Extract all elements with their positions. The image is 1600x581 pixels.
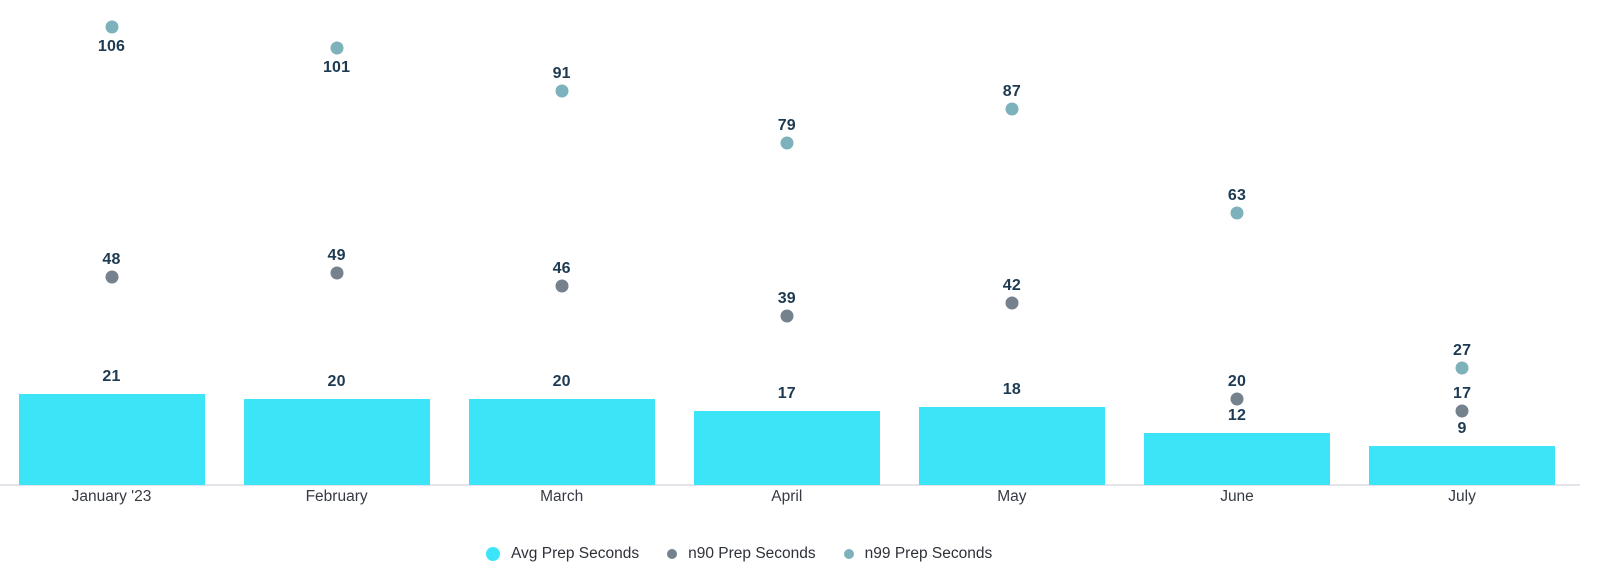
n90-value-label: 48: [102, 251, 121, 269]
x-axis-label: July: [1448, 488, 1476, 505]
n99-dot: [105, 20, 118, 34]
n99-dot: [1005, 102, 1019, 116]
n99-value-label: 87: [1002, 82, 1021, 100]
n99-value-label: 27: [1452, 342, 1472, 360]
n99-value-label: 101: [322, 59, 351, 77]
bar-value-label: 21: [102, 368, 121, 386]
n99-dot: [330, 41, 344, 55]
n90-dot: [330, 266, 344, 280]
bar-may: [918, 407, 1105, 485]
n90-dot: [105, 270, 118, 284]
n90-value-label: 42: [1002, 277, 1021, 295]
bar-value-label: 18: [1002, 381, 1021, 399]
n99-dot: [780, 136, 794, 150]
legend-label: n90 Prep Seconds: [688, 545, 816, 562]
legend-label: Avg Prep Seconds: [511, 545, 640, 562]
x-axis-label: April: [771, 488, 803, 505]
n99-value-label: 79: [777, 117, 796, 135]
legend-label: n99 Prep Seconds: [864, 545, 993, 562]
n90-dot: [1230, 392, 1244, 405]
bar-april: [693, 411, 880, 485]
legend-item-n99-prep-seconds[interactable]: n99 Prep Seconds: [843, 545, 993, 563]
x-axis-label: February: [305, 488, 368, 505]
x-axis-label: May: [997, 488, 1027, 505]
n99-value-label: 91: [552, 65, 571, 83]
x-axis-label: June: [1220, 488, 1254, 505]
n90-value-label: 20: [1227, 372, 1247, 390]
n99-dot: [1230, 206, 1244, 220]
n90-dot: [1005, 296, 1019, 310]
bar-value-label: 17: [777, 385, 796, 403]
n90-value-label: 46: [552, 260, 571, 278]
avg-prep-seconds-swatch-icon: [486, 547, 500, 561]
n90-dot: [780, 309, 794, 323]
bar-july: [1369, 446, 1556, 485]
bar-value-label: 9: [1457, 420, 1467, 438]
n90-value-label: 17: [1452, 385, 1472, 403]
n99-value-label: 106: [97, 37, 126, 55]
bar-june: [1144, 433, 1330, 485]
bar-march: [468, 398, 655, 485]
legend-item-avg-prep-seconds[interactable]: Avg Prep Seconds: [486, 545, 639, 563]
n90-value-label: 39: [777, 290, 796, 308]
n90-dot: [555, 279, 569, 293]
bar-value-label: 20: [552, 372, 571, 390]
legend-item-n90-prep-seconds[interactable]: n90 Prep Seconds: [667, 545, 816, 563]
n99-prep-seconds-swatch-icon: [843, 549, 854, 559]
bar-february: [243, 398, 430, 485]
n90-dot: [1455, 404, 1469, 418]
n99-dot: [555, 84, 569, 98]
x-axis-line: [0, 484, 1580, 486]
bar-value-label: 12: [1227, 407, 1247, 425]
legend: Avg Prep Seconds n90 Prep Seconds n99 Pr…: [486, 543, 992, 565]
x-axis-label: January '23: [71, 488, 152, 505]
bar-value-label: 20: [327, 372, 346, 390]
bar-january-23: [18, 394, 205, 485]
x-axis-label: March: [540, 488, 584, 505]
n99-value-label: 63: [1227, 186, 1247, 204]
n99-dot: [1455, 361, 1469, 375]
n90-prep-seconds-swatch-icon: [667, 549, 678, 559]
n90-value-label: 49: [327, 247, 346, 265]
